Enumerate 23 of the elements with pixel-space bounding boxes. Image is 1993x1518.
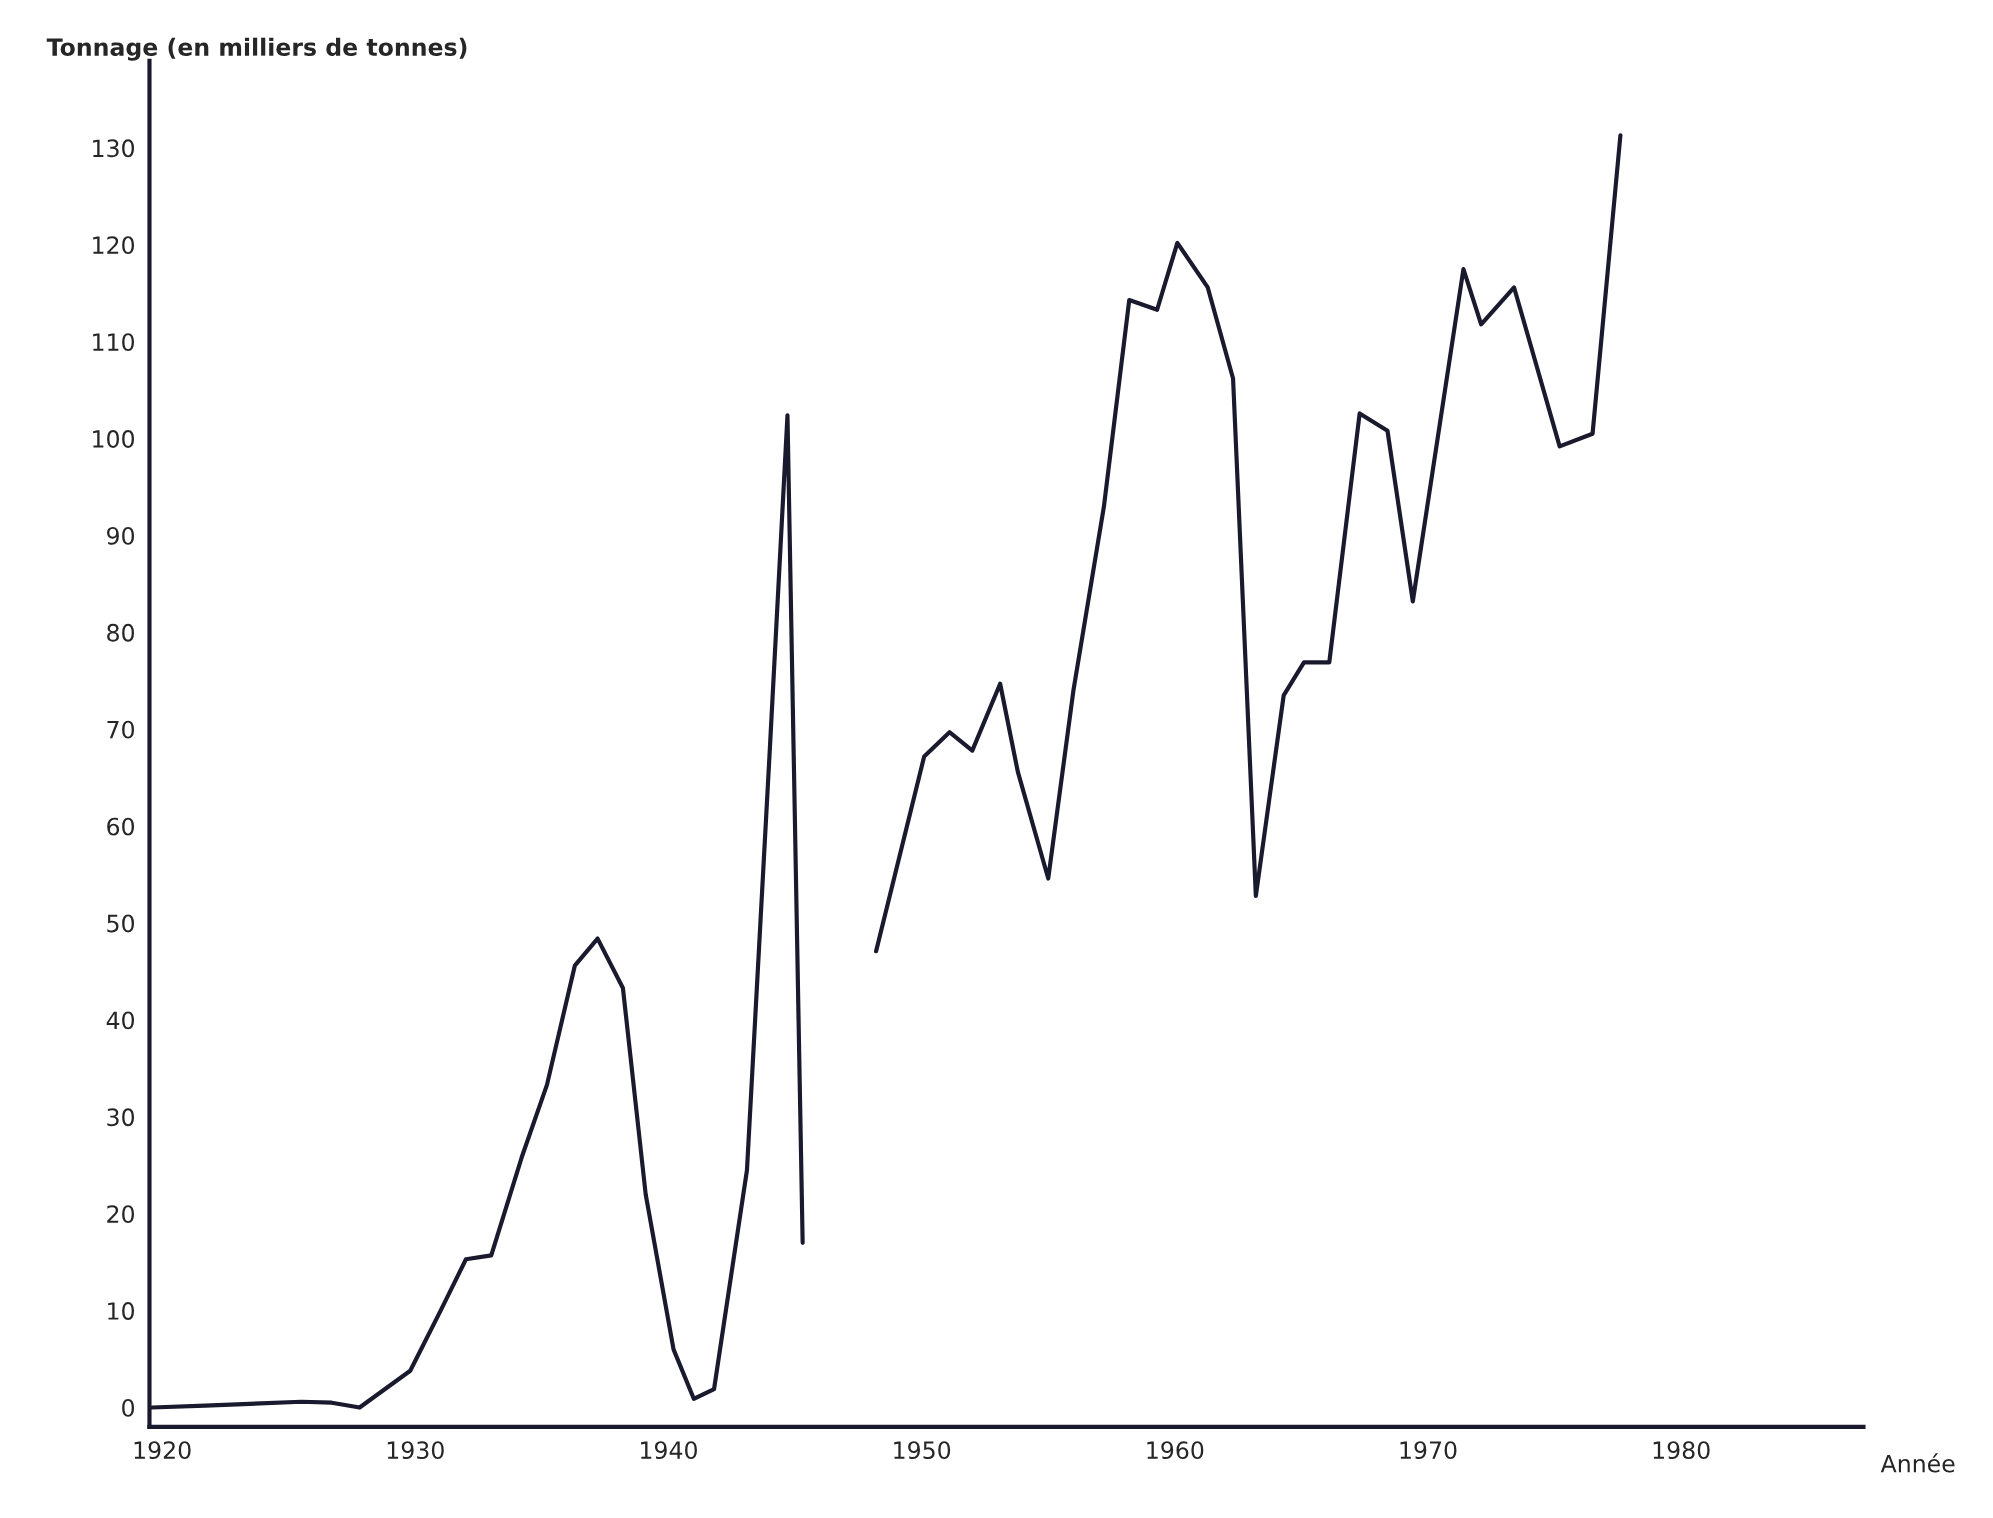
x-tick-label: 1950: [894, 1441, 951, 1460]
y-tick-label: 30: [107, 1108, 135, 1127]
y-tick-label: 100: [93, 430, 135, 448]
y-tick-label: 20: [107, 1205, 135, 1224]
y-axis-title: Tonnage (en milliers de tonnes): [46, 37, 467, 61]
y-tick-label: 50: [107, 914, 135, 933]
y-tick-label: 70: [107, 720, 135, 739]
y-tick-label: 80: [107, 623, 135, 642]
x-tick-label: 1970: [1400, 1441, 1457, 1460]
y-tick-label: 60: [107, 817, 135, 836]
x-tick-label: 1960: [1147, 1441, 1204, 1460]
x-tick-label: 1980: [1653, 1441, 1710, 1460]
y-tick-label: 10: [108, 1302, 135, 1320]
y-tick-label: 110: [93, 333, 135, 352]
y-tick-label: 90: [107, 526, 135, 545]
x-tick-label: 1930: [387, 1441, 444, 1460]
x-tick-label: 1940: [641, 1441, 697, 1460]
x-axis-title: Année: [1880, 1453, 1955, 1473]
y-tick-label: 120: [93, 236, 135, 255]
y-tick-label: 40: [106, 1011, 135, 1030]
x-tick-label: 1920: [134, 1441, 191, 1460]
y-tick-label: 130: [93, 139, 135, 158]
y-tick-label: 0: [122, 1398, 135, 1417]
